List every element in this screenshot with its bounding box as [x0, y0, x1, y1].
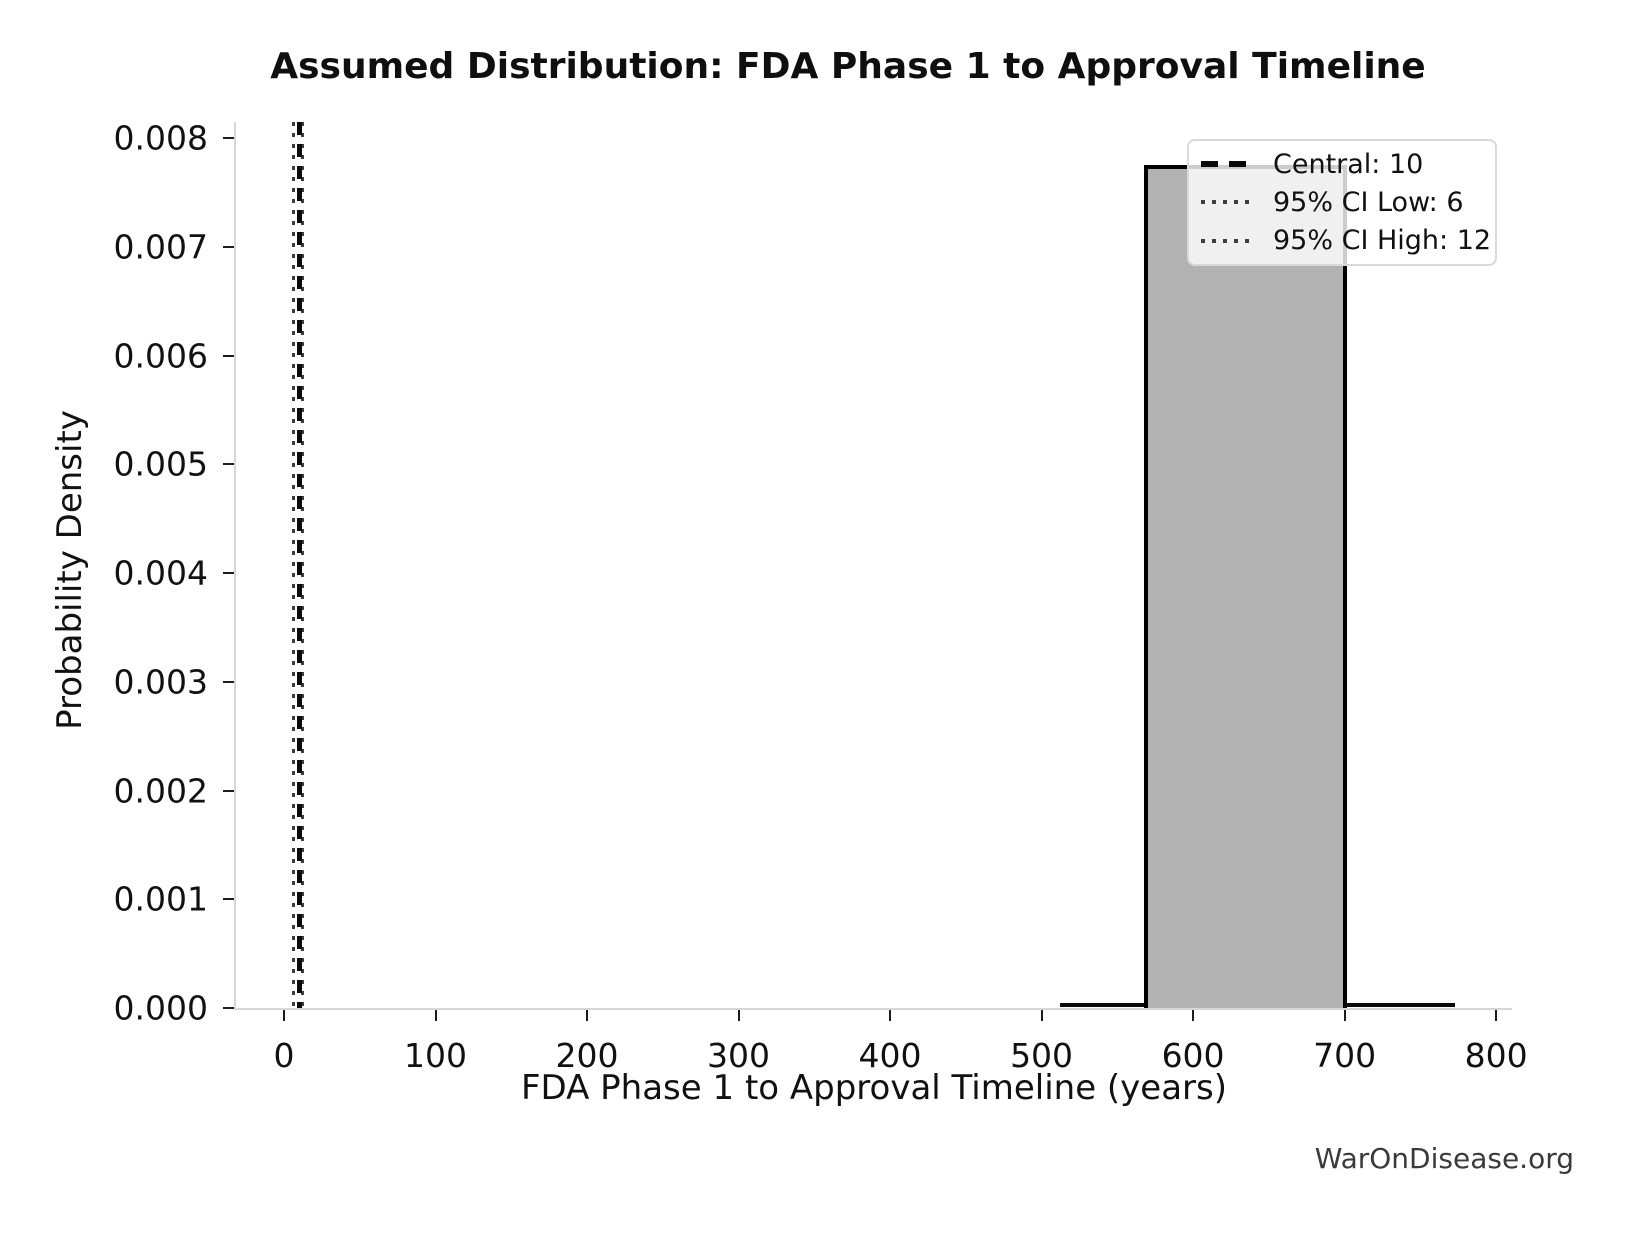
x-tick-label: 0 — [273, 1036, 295, 1075]
x-tick-mark — [586, 1010, 589, 1021]
x-axis-spine — [234, 1008, 1512, 1010]
x-tick-label: 700 — [1313, 1036, 1377, 1075]
legend-entry-label: 95% CI High: 12 — [1273, 225, 1492, 257]
y-tick-mark — [223, 898, 234, 901]
y-tick-mark — [223, 680, 234, 683]
histogram-bar — [1144, 165, 1347, 1008]
dashed-line-icon — [1201, 161, 1255, 168]
x-tick-label: 100 — [404, 1036, 468, 1075]
x-tick-label: 500 — [1010, 1036, 1074, 1075]
legend-entry-label: 95% CI Low: 6 — [1273, 186, 1464, 218]
y-tick-label: 0.007 — [113, 227, 208, 267]
y-tick-mark — [223, 354, 234, 357]
x-tick-mark — [1343, 1010, 1346, 1021]
legend-entry: 95% CI High: 12 — [1201, 225, 1491, 256]
dotted-line-icon — [1201, 238, 1255, 243]
x-tick-label: 400 — [858, 1036, 922, 1075]
x-tick-label: 800 — [1464, 1036, 1528, 1075]
legend: Central: 10 95% CI Low: 6 95% CI High: 12 — [1187, 139, 1497, 266]
legend-entry-label: Central: 10 — [1273, 148, 1424, 180]
y-tick-label: 0.003 — [113, 662, 208, 702]
y-tick-label: 0.005 — [113, 444, 208, 484]
x-tick-mark — [1495, 1010, 1498, 1021]
y-tick-mark — [223, 789, 234, 792]
x-tick-label: 200 — [555, 1036, 619, 1075]
x-tick-mark — [283, 1010, 286, 1021]
y-axis-label: Probability Density — [50, 410, 90, 730]
legend-entry: 95% CI Low: 6 — [1201, 187, 1485, 218]
chart-title: Assumed Distribution: FDA Phase 1 to App… — [270, 46, 1426, 87]
x-tick-mark — [889, 1010, 892, 1021]
x-tick-mark — [1040, 1010, 1043, 1021]
y-tick-mark — [223, 137, 234, 140]
x-tick-mark — [737, 1010, 740, 1021]
vline-ci-low — [291, 122, 295, 1008]
watermark: WarOnDisease.org — [1314, 1142, 1574, 1175]
y-tick-label: 0.000 — [113, 988, 208, 1028]
y-tick-label: 0.006 — [113, 336, 208, 376]
y-tick-label: 0.008 — [113, 118, 208, 158]
y-tick-mark — [223, 1007, 234, 1009]
dotted-line-icon — [1201, 200, 1255, 205]
y-tick-mark — [223, 463, 234, 466]
x-tick-mark — [434, 1010, 437, 1021]
x-tick-label: 300 — [707, 1036, 771, 1075]
x-tick-mark — [1192, 1010, 1195, 1021]
y-axis-spine — [234, 122, 236, 1010]
x-tick-label: 600 — [1161, 1036, 1225, 1075]
vline-central — [296, 122, 302, 1008]
y-tick-label: 0.002 — [113, 771, 208, 811]
y-tick-label: 0.001 — [113, 879, 208, 919]
y-tick-mark — [223, 572, 234, 575]
x-axis-label: FDA Phase 1 to Approval Timeline (years) — [520, 1068, 1228, 1108]
vline-ci-high — [300, 122, 304, 1008]
y-tick-mark — [223, 246, 234, 249]
legend-entry: Central: 10 — [1201, 149, 1485, 180]
y-tick-label: 0.004 — [113, 553, 208, 593]
